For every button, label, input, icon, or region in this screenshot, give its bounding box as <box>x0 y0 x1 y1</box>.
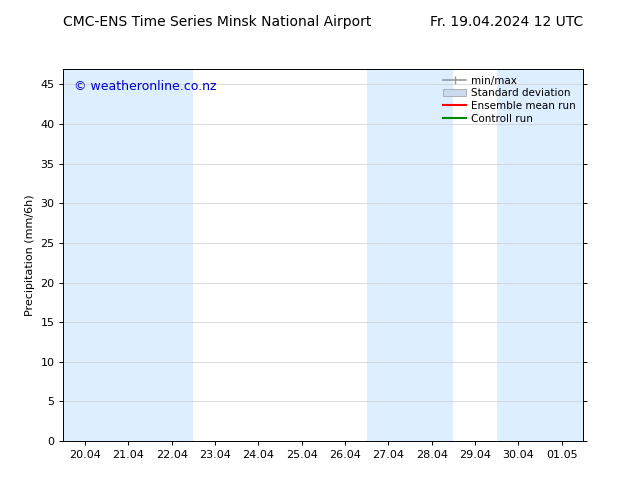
Text: © weatheronline.co.nz: © weatheronline.co.nz <box>74 80 216 93</box>
Text: CMC-ENS Time Series Minsk National Airport: CMC-ENS Time Series Minsk National Airpo… <box>63 15 372 29</box>
Legend: min/max, Standard deviation, Ensemble mean run, Controll run: min/max, Standard deviation, Ensemble me… <box>441 74 578 126</box>
Bar <box>366 69 453 441</box>
Y-axis label: Precipitation (mm/6h): Precipitation (mm/6h) <box>25 194 35 316</box>
Bar <box>150 69 193 441</box>
Bar <box>496 69 583 441</box>
Text: Fr. 19.04.2024 12 UTC: Fr. 19.04.2024 12 UTC <box>430 15 583 29</box>
Bar <box>63 69 150 441</box>
